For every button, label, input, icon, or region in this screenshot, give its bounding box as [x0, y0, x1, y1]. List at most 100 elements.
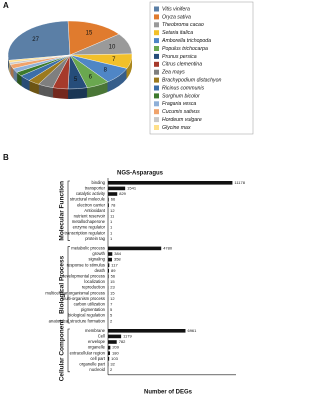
y-tick-label: transporter — [85, 186, 106, 191]
y-tick-label: multi-organism process — [62, 296, 105, 301]
slice-label: 6 — [89, 74, 93, 80]
value-label: 5 — [110, 313, 113, 318]
y-tick-label: metabolic process — [71, 246, 105, 251]
value-label: 15 — [110, 290, 115, 295]
value-label: 11 — [110, 213, 115, 218]
value-label: 2 — [110, 318, 113, 323]
bar — [108, 351, 111, 355]
legend-label: Oryza sativa — [162, 14, 191, 20]
value-label: 117 — [111, 262, 118, 267]
bar — [108, 340, 117, 344]
bar — [108, 252, 113, 256]
value-label: 2 — [110, 367, 113, 372]
slice-label: 15 — [86, 30, 93, 36]
legend-swatch — [154, 6, 159, 12]
legend-label: Zea mays — [161, 70, 185, 76]
legend-label: Setaria italica — [162, 30, 193, 36]
value-label: 1 — [110, 236, 113, 241]
value-label: 12 — [110, 296, 115, 301]
y-tick-label: electron carrier — [77, 202, 106, 207]
legend-label: Amborella trichopoda — [161, 38, 211, 44]
y-tick-label: Cell — [98, 334, 105, 339]
y-tick-label: carbon utilization — [74, 302, 106, 307]
y-tick-label: response to stimulus — [67, 262, 105, 267]
y-tick-label: envelope — [88, 339, 106, 344]
y-tick-label: localization — [84, 279, 105, 284]
bar — [108, 181, 233, 185]
bar — [108, 257, 112, 262]
y-tick-label: anatomical structure formation — [49, 318, 106, 323]
value-label: 89 — [111, 268, 116, 273]
bar — [108, 203, 109, 207]
value-label: 78 — [111, 202, 116, 207]
value-label: 66 — [111, 197, 116, 202]
figure: A B NGS-Asparagus Number of DEGs 27Vitis… — [3, 1, 254, 396]
y-tick-label: protein tag — [85, 236, 105, 241]
bar — [108, 334, 122, 339]
legend-swatch — [154, 125, 159, 130]
bar — [108, 192, 118, 196]
slice-label: 27 — [32, 37, 39, 43]
y-tick-label: developmental process — [62, 274, 105, 279]
bar — [108, 186, 126, 191]
y-tick-label: binding — [91, 180, 105, 185]
legend-label: Ricinus communis — [162, 85, 204, 91]
bar — [108, 269, 109, 273]
legend-label: Cucumis sativus — [162, 109, 200, 115]
legend-swatch — [154, 22, 159, 28]
bar — [108, 263, 110, 267]
y-tick-label: nucleoid — [89, 367, 105, 372]
y-tick-label: pigmentation — [81, 307, 106, 312]
value-label: 12 — [110, 208, 115, 213]
y-tick-label: organelle part — [79, 362, 105, 367]
legend-swatch — [154, 93, 159, 99]
y-tick-label: structural molecule — [70, 197, 106, 202]
value-label: 1541 — [127, 185, 137, 190]
legend-swatch — [154, 61, 159, 67]
value-label: 11178 — [234, 180, 245, 185]
slice-label: 10 — [109, 44, 116, 50]
value-label: 1 — [110, 230, 113, 235]
legend-swatch — [154, 30, 159, 36]
slice-label: 8 — [104, 68, 108, 74]
pie-slice — [67, 20, 120, 56]
legend-label: Fragaria vesca — [162, 101, 196, 107]
legend-swatch — [154, 117, 159, 123]
y-tick-label: nutrient reservoir — [74, 214, 106, 219]
panel-label: B — [3, 153, 9, 162]
legend-swatch — [154, 14, 159, 20]
legend-swatch — [154, 85, 159, 91]
value-label: 1179 — [123, 333, 132, 338]
bar — [108, 345, 111, 350]
group-label: Cellular Component — [59, 319, 66, 382]
value-label: 1 — [110, 225, 113, 230]
bar — [108, 246, 162, 251]
slice-label: 7 — [112, 57, 116, 63]
legend-swatch — [154, 46, 159, 51]
y-tick-label: catalytic activity — [76, 191, 106, 196]
legend-label: Glycine max — [162, 125, 191, 131]
value-label: 103 — [111, 356, 118, 361]
legend-label: Populus trichocarpa — [162, 46, 208, 52]
legend-label: Vitis vinifera — [162, 6, 190, 12]
value-label: 829 — [119, 191, 126, 196]
value-label: 180 — [112, 350, 119, 355]
x-axis-label: Number of DEGs — [144, 390, 193, 396]
legend-swatch — [154, 53, 159, 59]
y-tick-label: cell part — [90, 356, 105, 361]
group-bracket — [67, 328, 70, 373]
y-tick-label: biological regulation — [68, 313, 106, 318]
pie-slice — [7, 20, 71, 61]
group-label: Molecular Function — [59, 181, 66, 241]
legend-swatch — [154, 69, 159, 75]
y-tick-label: organelle — [88, 345, 106, 350]
slice-label: 5 — [74, 77, 78, 83]
y-tick-label: metallochaperone — [72, 219, 106, 224]
legend-label: Brachypodium distachyon — [162, 77, 222, 83]
value-label: 209 — [112, 345, 119, 350]
value-label: 7 — [110, 301, 113, 306]
value-label: 384 — [114, 251, 121, 256]
legend-swatch — [154, 38, 159, 44]
value-label: 358 — [114, 257, 121, 262]
value-label: 32 — [110, 361, 115, 366]
